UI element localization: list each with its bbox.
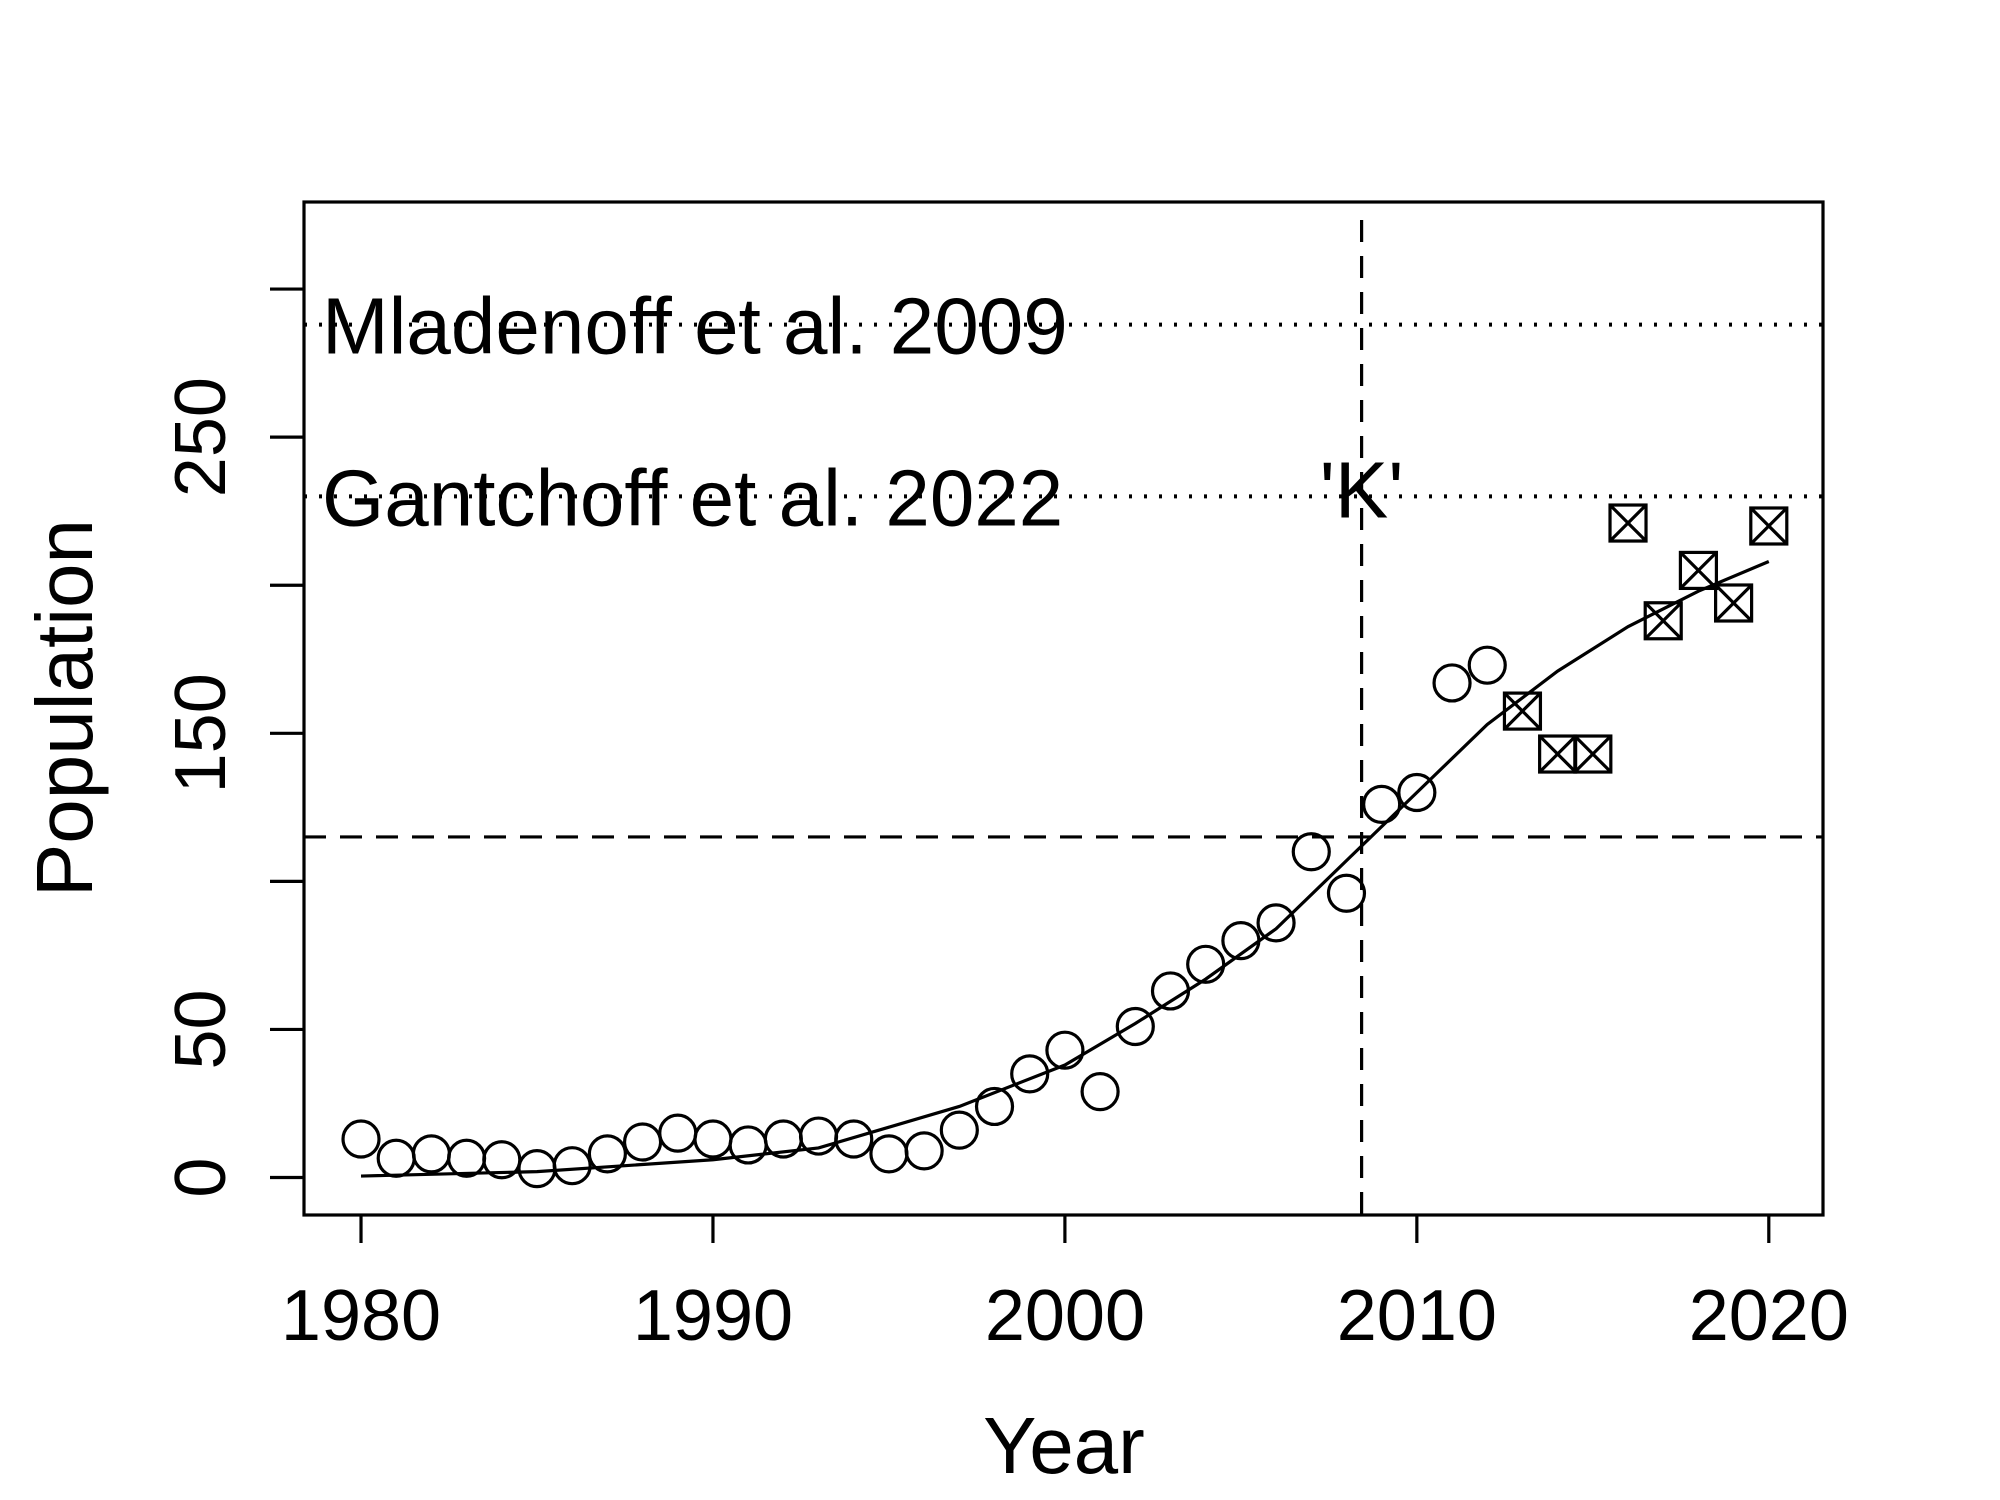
data-point	[1714, 583, 1754, 623]
marker-part	[1608, 503, 1648, 543]
marker-part	[1679, 551, 1718, 590]
reference-label: 'K'	[1320, 446, 1404, 535]
marker-part	[1538, 734, 1577, 774]
x-tick-label: 2000	[985, 1276, 1145, 1356]
data-point	[1608, 503, 1648, 543]
y-tick-label: 0	[161, 1158, 241, 1198]
y-tick-label: 150	[161, 673, 241, 793]
marker-part	[1573, 734, 1612, 774]
x-tick-label: 1990	[633, 1276, 793, 1356]
marker-part	[1749, 506, 1789, 546]
marker-part	[1644, 601, 1683, 640]
x-tick-label: 1980	[281, 1276, 441, 1356]
data-point	[939, 1110, 979, 1150]
marker-part	[1678, 550, 1719, 591]
data-point	[1397, 772, 1437, 813]
data-point	[1502, 691, 1543, 731]
marker-part	[1608, 503, 1648, 543]
data-point	[1221, 921, 1261, 961]
data-point	[1045, 1030, 1085, 1070]
data-point	[1643, 601, 1683, 641]
x-tick-label: 2020	[1689, 1276, 1849, 1356]
data-point	[552, 1146, 592, 1186]
data-point	[1326, 873, 1367, 913]
data-point	[1150, 971, 1191, 1011]
data-point	[1573, 734, 1613, 774]
y-tick-label: 50	[161, 989, 241, 1069]
y-tick-label: 250	[161, 377, 241, 497]
data-point	[587, 1134, 627, 1174]
data-point	[1010, 1054, 1050, 1094]
x-axis-label: Year	[983, 1401, 1145, 1490]
y-axis-label: Population	[20, 519, 109, 897]
marker-part	[1714, 583, 1754, 623]
marker-part	[1502, 691, 1543, 731]
reference-label: Mladenoff et al. 2009	[322, 282, 1068, 371]
data-point	[1291, 832, 1331, 872]
data-point	[1080, 1072, 1120, 1112]
data-point	[1467, 645, 1507, 685]
data-point	[1678, 550, 1719, 591]
data-point	[1256, 903, 1296, 943]
data-point	[974, 1086, 1015, 1127]
x-tick-label: 2010	[1337, 1276, 1497, 1356]
data-point	[1362, 784, 1402, 824]
marker-part	[1714, 583, 1753, 623]
data-point	[341, 1119, 381, 1159]
data-point	[1186, 944, 1226, 984]
fit-curve	[360, 560, 1770, 1178]
data-point	[1115, 1006, 1155, 1047]
marker-part	[1749, 506, 1788, 546]
marker-part	[1503, 691, 1542, 731]
marker-part	[1643, 601, 1683, 641]
data-point	[834, 1119, 874, 1159]
marker-part	[1573, 734, 1613, 774]
data-point	[1749, 506, 1789, 546]
data-point	[904, 1131, 944, 1171]
data-point	[1432, 663, 1472, 703]
reference-label: Gantchoff et al. 2022	[322, 454, 1063, 543]
